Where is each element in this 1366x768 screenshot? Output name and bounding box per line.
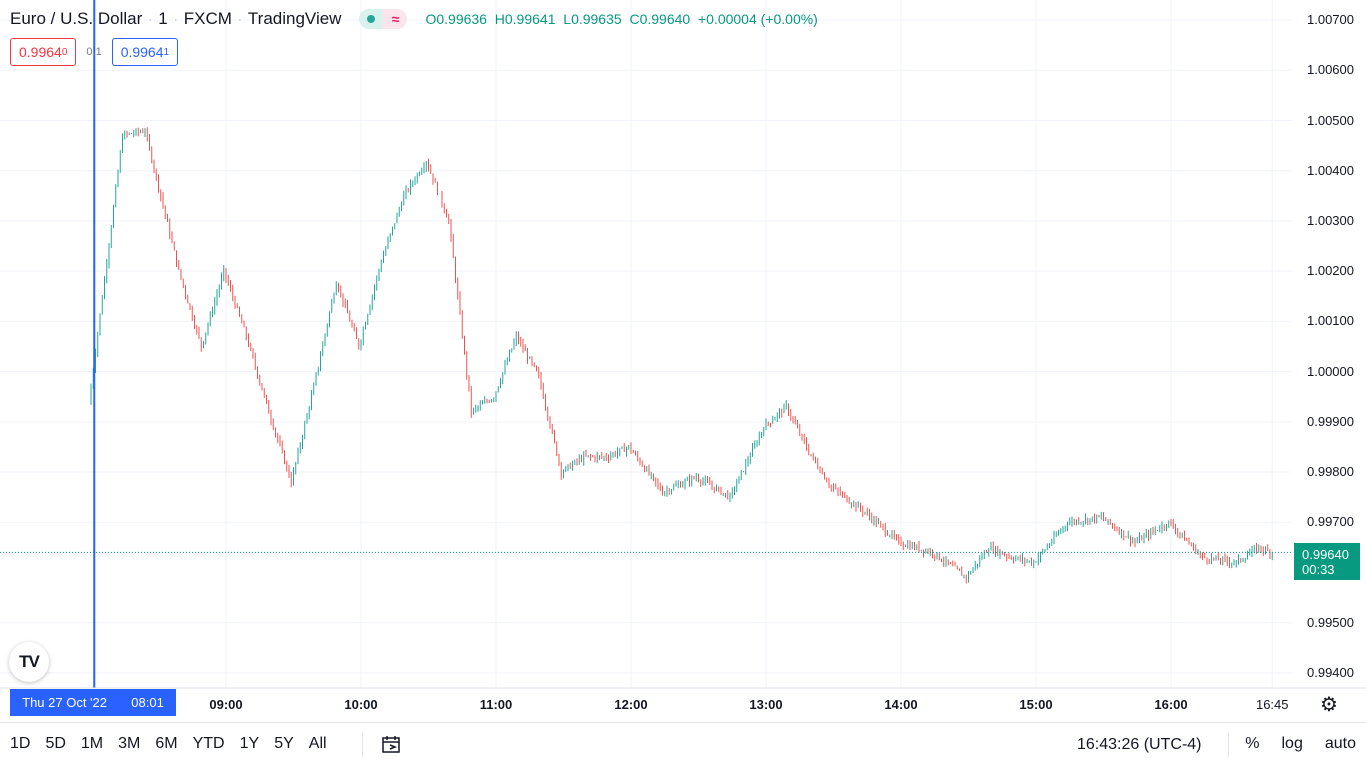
time-tick: 15:00 (1019, 697, 1053, 712)
price-tick: 0.99900 (1307, 413, 1354, 429)
price-tick: 1.00600 (1307, 62, 1354, 78)
price-tick: 0.99400 (1307, 664, 1354, 680)
price-tick: 1.00200 (1307, 263, 1354, 279)
range-1m[interactable]: 1M (80, 735, 104, 752)
price-tick: 1.00700 (1307, 12, 1354, 28)
quote-row: 0.9964 0 0.1 0.9964 1 (10, 38, 179, 66)
symbol-name[interactable]: Euro / U.S. Dollar (10, 9, 143, 28)
range-1y[interactable]: 1Y (239, 735, 260, 752)
range-selector: 1D 5D 1M 3M 6M YTD 1Y 5Y All (10, 735, 342, 753)
toolbar-divider (362, 733, 363, 757)
close-value: 0.99640 (639, 11, 691, 27)
high-value: 0.99641 (504, 11, 556, 27)
range-all[interactable]: All (308, 735, 327, 752)
time-tick: 11:00 (479, 697, 513, 712)
interval-label: 1 (158, 9, 168, 28)
price-tick: 0.99500 (1307, 614, 1354, 630)
legend-separator: · (237, 12, 242, 26)
range-ytd[interactable]: YTD (192, 735, 225, 752)
exchange-label: FXCM (183, 9, 232, 28)
range-5y[interactable]: 5Y (274, 735, 294, 752)
last-price-value: 0.99640 (1302, 546, 1349, 562)
gear-icon[interactable]: ⚙ (1320, 694, 1338, 716)
market-status[interactable]: ≈ (359, 9, 408, 29)
price-tick: 0.99700 (1307, 514, 1354, 530)
time-tick: 10:00 (344, 697, 378, 712)
open-value: 0.99636 (436, 11, 487, 27)
crosshair-time-label: Thu 27 Oct '22 08:01 (10, 689, 176, 716)
clock-timezone[interactable]: 16:43:26 (UTC-4) (1077, 736, 1202, 753)
time-tick: 16:00 (1154, 697, 1188, 712)
chart-grid (0, 0, 1292, 688)
price-tick: 1.00300 (1307, 212, 1354, 228)
price-tick: 1.00100 (1307, 313, 1354, 329)
time-tick: 12:00 (614, 697, 648, 712)
change-value: +0.00004 (+0.00%) (697, 11, 818, 27)
spread-value: 0.1 (86, 46, 102, 58)
last-price-label: 0.99640 00:33 (1294, 543, 1360, 580)
symbol-legend: Euro / U.S. Dollar · 1 · FXCM · TradingV… (10, 8, 818, 30)
bar-countdown: 00:33 (1302, 561, 1335, 577)
candle-series (90, 127, 1273, 584)
log-toggle[interactable]: log (1281, 735, 1303, 752)
source-label: TradingView (247, 9, 342, 28)
price-tick: 1.00000 (1307, 363, 1354, 379)
price-tick: 0.99800 (1307, 464, 1354, 480)
tradingview-logo[interactable]: TV (9, 642, 49, 682)
time-tick: 13:00 (749, 697, 783, 712)
time-tick: 09:00 (209, 697, 243, 712)
low-value: 0.99635 (571, 11, 622, 27)
sell-button[interactable]: 0.9964 0 (10, 38, 77, 66)
range-6m[interactable]: 6M (155, 735, 178, 752)
time-tick: 14:00 (884, 697, 918, 712)
auto-toggle[interactable]: auto (1324, 735, 1356, 752)
ohlc-values: O0.99636 H0.99641 L0.99635 C0.99640 +0.0… (425, 11, 818, 27)
price-chart[interactable] (0, 0, 1366, 722)
range-5d[interactable]: 5D (45, 735, 66, 752)
range-1d[interactable]: 1D (10, 735, 31, 752)
toolbar-divider (1228, 733, 1229, 757)
percent-toggle[interactable]: % (1245, 735, 1260, 752)
wave-icon: ≈ (383, 9, 408, 29)
price-tick: 1.00400 (1307, 162, 1354, 178)
market-open-icon (359, 9, 384, 29)
legend-separator: · (173, 12, 178, 26)
time-tick: 16:45 (1255, 697, 1289, 712)
date-range-icon[interactable] (381, 734, 401, 754)
range-3m[interactable]: 3M (118, 735, 141, 752)
bottom-toolbar: 1D 5D 1M 3M 6M YTD 1Y 5Y All 16:43:26 (U… (0, 722, 1366, 768)
price-tick: 1.00500 (1307, 112, 1354, 128)
legend-separator: · (148, 12, 153, 26)
buy-button[interactable]: 0.9964 1 (111, 38, 179, 66)
